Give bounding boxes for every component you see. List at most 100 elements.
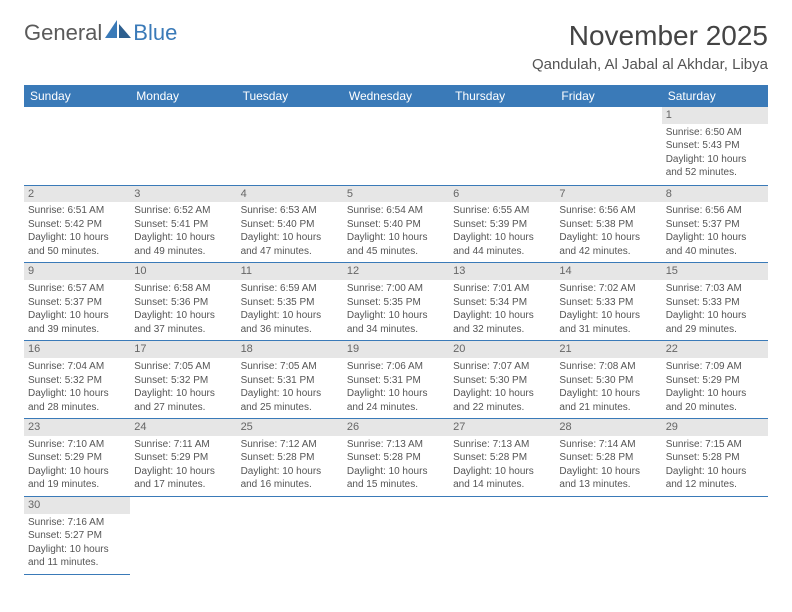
calendar-row: 16 Sunrise: 7:04 AMSunset: 5:32 PMDayligh… (24, 341, 768, 419)
day-number: 23 (24, 419, 130, 436)
calendar-cell: 15 Sunrise: 7:03 AMSunset: 5:33 PMDayligh… (662, 263, 768, 341)
logo-text-general: General (24, 20, 102, 46)
day-number: 28 (555, 419, 661, 436)
calendar-cell-empty (130, 107, 236, 185)
calendar-cell: 1 Sunrise: 6:50 AMSunset: 5:43 PMDaylight… (662, 107, 768, 185)
day-number: 1 (662, 107, 768, 124)
day-info: Sunrise: 7:05 AMSunset: 5:32 PMDaylight:… (134, 360, 232, 414)
calendar-cell: 2Sunrise: 6:51 AMSunset: 5:42 PMDaylight… (24, 185, 130, 263)
day-info: Sunrise: 7:06 AMSunset: 5:31 PMDaylight:… (347, 360, 445, 414)
day-number: 15 (662, 263, 768, 280)
day-number: 16 (24, 341, 130, 358)
calendar-cell: 26Sunrise: 7:13 AMSunset: 5:28 PMDayligh… (343, 419, 449, 497)
calendar-cell-empty (343, 496, 449, 574)
day-number: 22 (662, 341, 768, 358)
weekday-header: Wednesday (343, 85, 449, 107)
calendar-cell-empty (24, 107, 130, 185)
day-number: 11 (237, 263, 343, 280)
day-number: 19 (343, 341, 449, 358)
day-info: Sunrise: 7:03 AMSunset: 5:33 PMDaylight:… (666, 282, 764, 336)
day-number: 13 (449, 263, 555, 280)
day-info: Sunrise: 6:56 AMSunset: 5:38 PMDaylight:… (559, 204, 657, 258)
calendar-cell-empty (449, 496, 555, 574)
day-number: 20 (449, 341, 555, 358)
day-info: Sunrise: 6:59 AMSunset: 5:35 PMDaylight:… (241, 282, 339, 336)
calendar-cell: 10 Sunrise: 6:58 AMSunset: 5:36 PMDayligh… (130, 263, 236, 341)
calendar-cell: 12Sunrise: 7:00 AMSunset: 5:35 PMDayligh… (343, 263, 449, 341)
day-info: Sunrise: 7:14 AMSunset: 5:28 PMDaylight:… (559, 438, 657, 492)
calendar-row: 1 Sunrise: 6:50 AMSunset: 5:43 PMDaylight… (24, 107, 768, 185)
day-number: 3 (130, 186, 236, 203)
calendar-cell-empty (343, 107, 449, 185)
day-info: Sunrise: 6:52 AMSunset: 5:41 PMDaylight:… (134, 204, 232, 258)
day-number: 18 (237, 341, 343, 358)
calendar-cell: 19 Sunrise: 7:06 AMSunset: 5:31 PMDayligh… (343, 341, 449, 419)
day-info: Sunrise: 6:50 AMSunset: 5:43 PMDaylight:… (666, 126, 764, 180)
day-info: Sunrise: 7:16 AMSunset: 5:27 PMDaylight:… (28, 516, 126, 570)
day-number: 6 (449, 186, 555, 203)
calendar-cell: 27Sunrise: 7:13 AMSunset: 5:28 PMDayligh… (449, 419, 555, 497)
day-number: 30 (24, 497, 130, 514)
day-info: Sunrise: 7:04 AMSunset: 5:32 PMDaylight:… (28, 360, 126, 414)
day-number: 8 (662, 186, 768, 203)
calendar-cell: 21Sunrise: 7:08 AMSunset: 5:30 PMDayligh… (555, 341, 661, 419)
calendar-cell: 8Sunrise: 6:56 AMSunset: 5:37 PMDaylight… (662, 185, 768, 263)
calendar-row: 2Sunrise: 6:51 AMSunset: 5:42 PMDaylight… (24, 185, 768, 263)
calendar-row: 30 Sunrise: 7:16 AMSunset: 5:27 PMDayligh… (24, 496, 768, 574)
weekday-header: Tuesday (237, 85, 343, 107)
calendar-cell: 7Sunrise: 6:56 AMSunset: 5:38 PMDaylight… (555, 185, 661, 263)
day-number: 24 (130, 419, 236, 436)
day-info: Sunrise: 6:56 AMSunset: 5:37 PMDaylight:… (666, 204, 764, 258)
weekday-header: Sunday (24, 85, 130, 107)
day-number: 10 (130, 263, 236, 280)
day-info: Sunrise: 7:01 AMSunset: 5:34 PMDaylight:… (453, 282, 551, 336)
weekday-header: Friday (555, 85, 661, 107)
calendar-cell: 11 Sunrise: 6:59 AMSunset: 5:35 PMDayligh… (237, 263, 343, 341)
calendar-row: 23 Sunrise: 7:10 AMSunset: 5:29 PMDayligh… (24, 419, 768, 497)
day-info: Sunrise: 7:15 AMSunset: 5:28 PMDaylight:… (666, 438, 764, 492)
day-number: 27 (449, 419, 555, 436)
day-number: 17 (130, 341, 236, 358)
calendar-cell: 22 Sunrise: 7:09 AMSunset: 5:29 PMDayligh… (662, 341, 768, 419)
calendar-cell-empty (449, 107, 555, 185)
weekday-header: Monday (130, 85, 236, 107)
calendar-cell: 13 Sunrise: 7:01 AMSunset: 5:34 PMDayligh… (449, 263, 555, 341)
calendar-cell: 18Sunrise: 7:05 AMSunset: 5:31 PMDayligh… (237, 341, 343, 419)
day-number: 4 (237, 186, 343, 203)
day-number: 26 (343, 419, 449, 436)
calendar-cell-empty (237, 496, 343, 574)
day-info: Sunrise: 7:09 AMSunset: 5:29 PMDaylight:… (666, 360, 764, 414)
day-info: Sunrise: 7:00 AMSunset: 5:35 PMDaylight:… (347, 282, 445, 336)
calendar-cell: 5Sunrise: 6:54 AMSunset: 5:40 PMDaylight… (343, 185, 449, 263)
day-info: Sunrise: 6:58 AMSunset: 5:36 PMDaylight:… (134, 282, 232, 336)
title-block: November 2025 Qandulah, Al Jabal al Akhd… (532, 20, 768, 73)
header: General Blue November 2025 Qandulah, Al … (24, 20, 768, 73)
calendar-cell: 17 Sunrise: 7:05 AMSunset: 5:32 PMDayligh… (130, 341, 236, 419)
calendar-cell-empty (130, 496, 236, 574)
day-info: Sunrise: 7:10 AMSunset: 5:29 PMDaylight:… (28, 438, 126, 492)
calendar-cell: 25Sunrise: 7:12 AMSunset: 5:28 PMDayligh… (237, 419, 343, 497)
calendar-cell: 30 Sunrise: 7:16 AMSunset: 5:27 PMDayligh… (24, 496, 130, 574)
calendar-cell: 23 Sunrise: 7:10 AMSunset: 5:29 PMDayligh… (24, 419, 130, 497)
calendar-cell: 9Sunrise: 6:57 AMSunset: 5:37 PMDaylight… (24, 263, 130, 341)
day-number: 5 (343, 186, 449, 203)
day-info: Sunrise: 7:11 AMSunset: 5:29 PMDaylight:… (134, 438, 232, 492)
calendar-table: SundayMondayTuesdayWednesdayThursdayFrid… (24, 85, 768, 575)
calendar-cell: 16 Sunrise: 7:04 AMSunset: 5:32 PMDayligh… (24, 341, 130, 419)
month-title: November 2025 (532, 20, 768, 52)
calendar-row: 9Sunrise: 6:57 AMSunset: 5:37 PMDaylight… (24, 263, 768, 341)
calendar-cell-empty (555, 107, 661, 185)
weekday-header: Thursday (449, 85, 555, 107)
calendar-cell: 28 Sunrise: 7:14 AMSunset: 5:28 PMDayligh… (555, 419, 661, 497)
calendar-cell: 14Sunrise: 7:02 AMSunset: 5:33 PMDayligh… (555, 263, 661, 341)
calendar-cell: 6Sunrise: 6:55 AMSunset: 5:39 PMDaylight… (449, 185, 555, 263)
day-number: 21 (555, 341, 661, 358)
day-info: Sunrise: 6:54 AMSunset: 5:40 PMDaylight:… (347, 204, 445, 258)
calendar-head: SundayMondayTuesdayWednesdayThursdayFrid… (24, 85, 768, 107)
day-info: Sunrise: 7:07 AMSunset: 5:30 PMDaylight:… (453, 360, 551, 414)
day-number: 25 (237, 419, 343, 436)
day-number: 2 (24, 186, 130, 203)
logo-text-blue: Blue (133, 20, 177, 46)
day-number: 29 (662, 419, 768, 436)
calendar-cell: 20 Sunrise: 7:07 AMSunset: 5:30 PMDayligh… (449, 341, 555, 419)
